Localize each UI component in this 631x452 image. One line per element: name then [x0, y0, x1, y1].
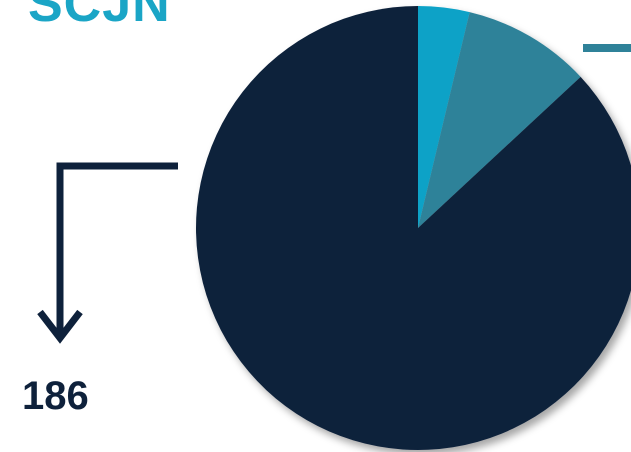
chart-title: SCJN: [28, 0, 171, 33]
pie-slice-small: [418, 6, 470, 228]
pie-slice-medium: [418, 12, 581, 228]
pie-slices: [196, 6, 631, 450]
pie-slice-large: [196, 6, 631, 450]
annotation-arrow-line: [56, 162, 178, 334]
annotation-value-label: 186: [22, 374, 89, 418]
arrow-down-icon: [37, 309, 83, 344]
